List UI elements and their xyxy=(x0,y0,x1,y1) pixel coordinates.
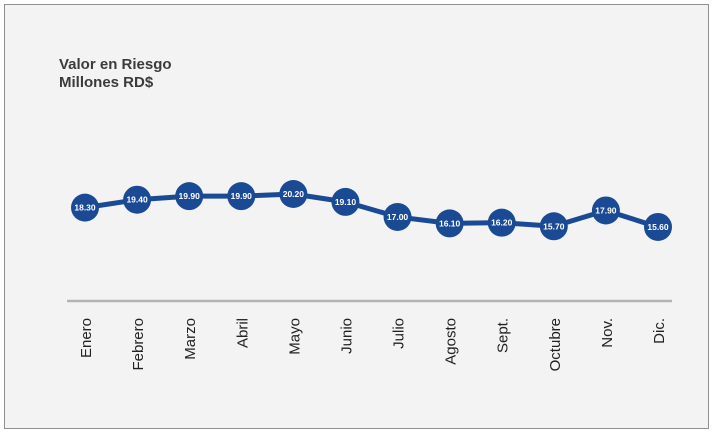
data-label: 19.10 xyxy=(335,197,357,207)
data-label: 19.90 xyxy=(179,191,201,201)
data-label: 15.60 xyxy=(647,222,669,232)
data-point: 19.10 xyxy=(331,187,360,216)
data-point: 17.90 xyxy=(591,196,620,225)
x-tick-labels: Enero Febrero Marzo Abril Mayo Junio Julio Agos… xyxy=(78,318,668,371)
x-tick-label: Sept. xyxy=(495,318,512,353)
data-point-marker xyxy=(644,212,672,241)
chart-title-line-1: Valor en Riesgo xyxy=(59,56,172,73)
data-point: 19.40 xyxy=(123,185,152,214)
data-point-marker xyxy=(331,187,360,216)
data-point: 19.90 xyxy=(227,182,256,211)
data-label: 20.20 xyxy=(283,189,305,199)
data-label: 19.90 xyxy=(231,191,253,201)
x-tick-label: Agosto xyxy=(443,318,460,365)
data-point-marker xyxy=(175,182,204,211)
chart-title-line-2: Millones RD$ xyxy=(59,74,154,91)
data-point: 16.10 xyxy=(435,209,464,238)
data-point-marker xyxy=(279,180,308,208)
data-point: 17.00 xyxy=(383,202,412,231)
data-point-marker xyxy=(383,202,412,231)
x-tick-label: Nov. xyxy=(599,318,616,348)
chart-title: Valor en Riesgo Millones RD$ xyxy=(59,56,172,92)
data-point-marker xyxy=(591,196,620,225)
data-point: 16.20 xyxy=(487,208,516,237)
data-point: 19.90 xyxy=(175,182,204,211)
x-tick-label: Febrero xyxy=(130,318,147,371)
data-label: 16.20 xyxy=(491,218,513,228)
x-tick-label: Abril xyxy=(234,318,251,348)
x-tick-label: Junio xyxy=(338,318,355,354)
x-tick-label: Enero xyxy=(78,318,95,358)
data-label: 15.70 xyxy=(543,221,565,231)
x-tick-label: Dic. xyxy=(651,318,668,344)
data-label: 17.00 xyxy=(387,212,409,222)
data-point-marker xyxy=(71,193,99,222)
data-label: 17.90 xyxy=(595,205,617,215)
x-tick-label: Mayo xyxy=(286,318,303,355)
data-point: 18.30 xyxy=(71,193,99,222)
data-point: 15.70 xyxy=(539,212,568,241)
series-line xyxy=(82,191,661,230)
data-point-marker xyxy=(227,182,256,211)
data-point-marker xyxy=(123,185,152,214)
data-point-marker xyxy=(487,208,516,237)
data-point-marker xyxy=(435,209,464,238)
data-label: 19.40 xyxy=(126,195,148,205)
data-point-marker xyxy=(539,212,568,241)
x-tick-label: Octubre xyxy=(547,318,564,371)
data-label: 18.30 xyxy=(74,203,96,213)
data-label: 16.10 xyxy=(439,218,461,228)
points-layer: 18.30 19.40 19.90 19.90 20.20 19.10 17.00 16.10… xyxy=(71,180,672,241)
data-point: 20.20 xyxy=(279,180,308,208)
x-tick-label: Julio xyxy=(391,318,408,349)
data-point: 15.60 xyxy=(644,212,672,241)
x-tick-label: Marzo xyxy=(182,318,199,360)
